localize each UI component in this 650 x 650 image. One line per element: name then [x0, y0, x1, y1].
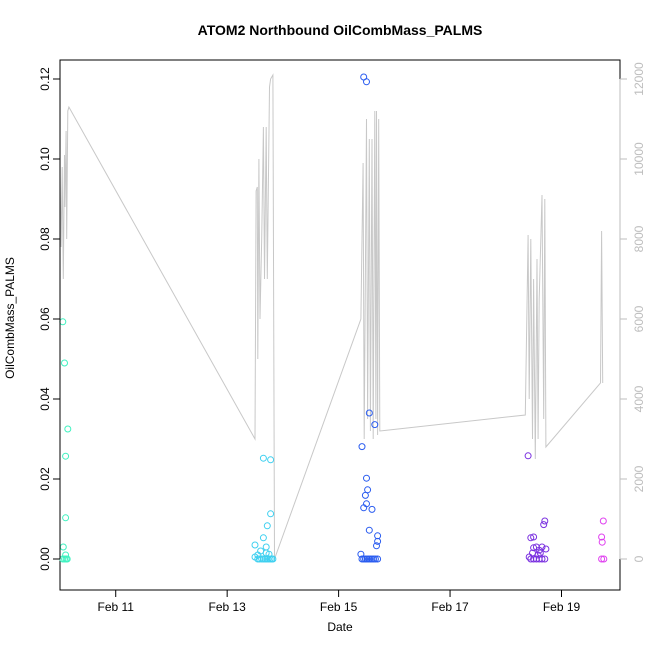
data-point-s1-5 [259, 454, 267, 462]
data-point-s2-11 [365, 526, 373, 534]
y-tick-label-6: 0.12 [38, 67, 52, 91]
data-point-s2-24 [371, 555, 379, 563]
data-point-s4-2 [598, 538, 606, 546]
y-tick-label-4: 0.08 [38, 227, 52, 251]
data-point-s3-5 [541, 517, 549, 525]
data-point-s2-13 [374, 537, 382, 545]
x-axis-label: Date [327, 620, 353, 634]
data-point-s1-0 [251, 541, 259, 549]
data-point-s4-1 [598, 533, 606, 541]
y2-tick-label-2: 4000 [632, 385, 646, 412]
data-point-s0-3 [64, 425, 72, 433]
chart-title: ATOM2 Northbound OilCombMass_PALMS [198, 22, 483, 38]
data-point-s0-2 [62, 452, 70, 460]
altitude-line [59, 73, 604, 560]
data-point-s2-25 [374, 555, 382, 563]
data-point-s2-9 [360, 504, 368, 512]
data-point-s2-1 [363, 78, 370, 86]
data-point-s3-19 [536, 549, 544, 557]
y-tick-label-3: 0.06 [38, 307, 52, 331]
x-tick-label-2: Feb 15 [320, 600, 358, 614]
data-point-s2-3 [365, 409, 373, 417]
data-point-s0-5 [59, 543, 67, 551]
data-point-s4-3 [598, 555, 606, 563]
data-point-s1-9 [267, 456, 275, 464]
data-point-s2-2 [358, 443, 366, 451]
y2-tick-label-1: 2000 [632, 465, 646, 492]
data-point-s4-4 [600, 555, 608, 563]
data-point-s1-19 [269, 555, 277, 563]
data-point-s3-8 [542, 545, 550, 553]
y2-tick-label-4: 8000 [632, 225, 646, 252]
x-tick-label-0: Feb 11 [97, 600, 134, 614]
data-point-s2-10 [368, 505, 376, 513]
y2-tick-label-6: 12000 [632, 62, 646, 96]
data-point-s1-4 [259, 534, 267, 542]
x-tick-label-3: Feb 17 [431, 600, 469, 614]
data-point-s1-20 [262, 543, 270, 551]
data-point-s2-5 [363, 474, 370, 482]
data-point-s3-2 [527, 534, 535, 542]
x-tick-label-1: Feb 13 [208, 600, 246, 614]
y-axis-label: OilCombMass_PALMS [3, 257, 17, 379]
data-point-s0-0 [59, 318, 67, 326]
y2-tick-label-0: 0 [632, 555, 646, 562]
altitude-layer [59, 73, 604, 560]
y2-tick-label-5: 10000 [632, 142, 646, 176]
y-tick-label-0: 0.00 [38, 547, 52, 571]
x-axis: Feb 11 Feb 13 Feb 15 Feb 17 Feb 19 [97, 590, 580, 614]
data-point-s1-8 [267, 510, 275, 518]
data-point-s4-0 [599, 517, 607, 525]
y-tick-label-2: 0.04 [38, 387, 52, 411]
data-point-s3-1 [530, 533, 538, 541]
data-point-s0-1 [61, 359, 68, 367]
y-axis: 0.00 0.02 0.04 0.06 0.08 0.10 0.12 [38, 67, 61, 571]
data-point-s3-6 [540, 521, 548, 529]
data-point-s2-14 [373, 542, 380, 550]
x-tick-label-4: Feb 19 [543, 600, 581, 614]
data-point-s0-4 [62, 514, 70, 522]
data-point-s3-18 [534, 551, 542, 559]
data-point-s2-6 [364, 486, 372, 494]
data-point-s1-7 [263, 522, 271, 530]
data-point-s2-4 [371, 421, 379, 429]
y-tick-label-1: 0.02 [38, 467, 52, 491]
y2-axis: 0 2000 4000 6000 8000 10000 12000 [619, 62, 646, 562]
data-point-s3-11 [525, 553, 533, 561]
data-point-s2-7 [361, 491, 369, 499]
data-point-s3-17 [541, 555, 549, 563]
data-point-s3-4 [530, 544, 538, 552]
y2-tick-label-3: 6000 [632, 305, 646, 332]
data-point-s2-12 [374, 532, 382, 540]
points-layer [59, 73, 608, 563]
data-point-s3-0 [524, 452, 532, 460]
y-tick-label-5: 0.10 [38, 147, 52, 171]
data-point-s1-21 [265, 550, 273, 558]
data-point-s0-10 [63, 555, 71, 563]
